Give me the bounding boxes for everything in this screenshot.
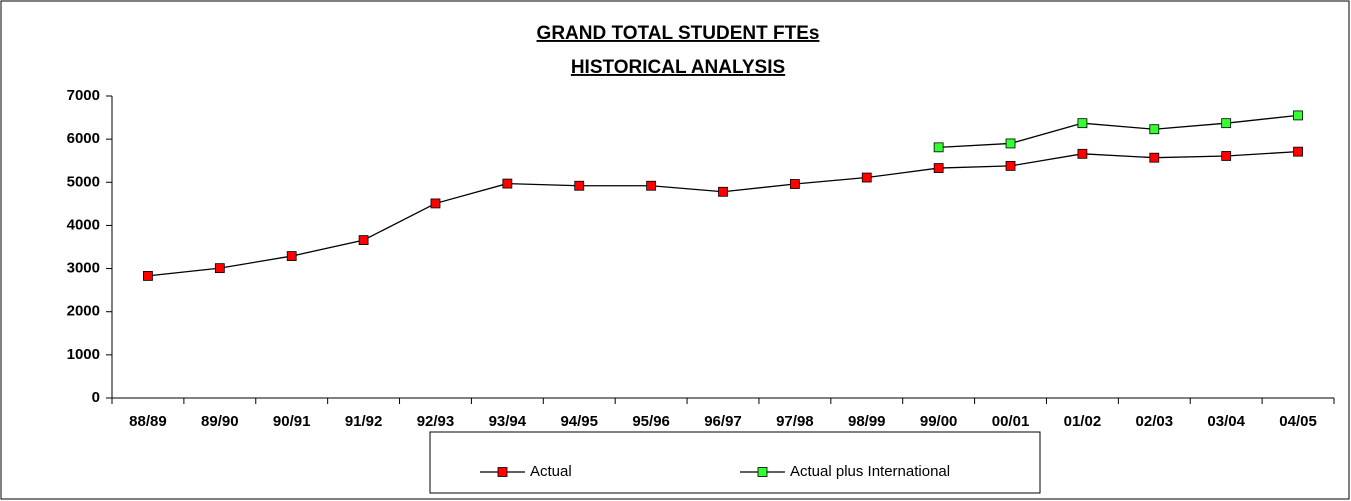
data-point [1221,151,1232,161]
y-tick-label: 5000 [67,173,100,190]
data-point [933,163,944,173]
x-tick-label: 02/03 [1136,413,1174,430]
data-point [1293,110,1303,121]
data-point [1149,124,1160,135]
x-tick-label: 98/99 [848,413,886,430]
data-point [143,271,153,281]
legend-marker [497,467,508,477]
y-tick-label: 4000 [67,216,100,233]
y-tick-label: 7000 [67,87,100,104]
chart-subtitle: HISTORICAL ANALYSIS [571,57,785,78]
y-tick-label: 6000 [67,130,100,147]
chart-title: GRAND TOTAL STUDENT FTEs [537,23,820,44]
data-point [1293,146,1303,157]
data-point [646,180,657,191]
y-tick-label: 3000 [67,260,100,277]
x-tick-label: 95/96 [632,413,670,430]
x-tick-label: 93/94 [489,413,527,430]
data-point [1149,152,1160,163]
x-tick-label: 01/02 [1064,413,1102,430]
data-point [430,198,441,209]
data-point [1005,138,1016,149]
data-point [502,178,513,189]
legend-box [429,431,1041,494]
data-point [1077,148,1088,159]
x-tick-label: 97/98 [776,413,814,430]
data-point [861,172,872,183]
data-point [933,142,944,153]
data-point [358,235,369,245]
data-point [718,186,728,197]
legend-marker [757,467,768,477]
data-point [1005,160,1016,171]
data-point [789,179,800,189]
x-tick-label: 92/93 [417,413,455,430]
data-point [1221,118,1232,129]
x-tick-label: 91/92 [345,413,383,430]
x-tick-label: 89/90 [201,413,239,430]
y-tick-label: 0 [92,389,100,406]
data-point [286,251,297,261]
y-tick-label: 2000 [67,303,100,320]
legend-label: Actual [530,463,572,480]
x-tick-label: 99/00 [920,413,958,430]
x-tick-label: 03/04 [1207,413,1245,430]
data-point [1077,118,1088,129]
legend-label: Actual plus International [790,463,950,480]
series-line [938,114,1299,148]
data-point [574,180,585,191]
data-point [214,263,225,274]
y-tick-label: 1000 [67,346,100,363]
x-tick-label: 00/01 [992,413,1030,430]
x-tick-label: 90/91 [273,413,311,430]
x-tick-label: 88/89 [129,413,167,430]
x-tick-label: 96/97 [704,413,742,430]
x-tick-label: 04/05 [1279,413,1317,430]
x-tick-label: 94/95 [560,413,598,430]
